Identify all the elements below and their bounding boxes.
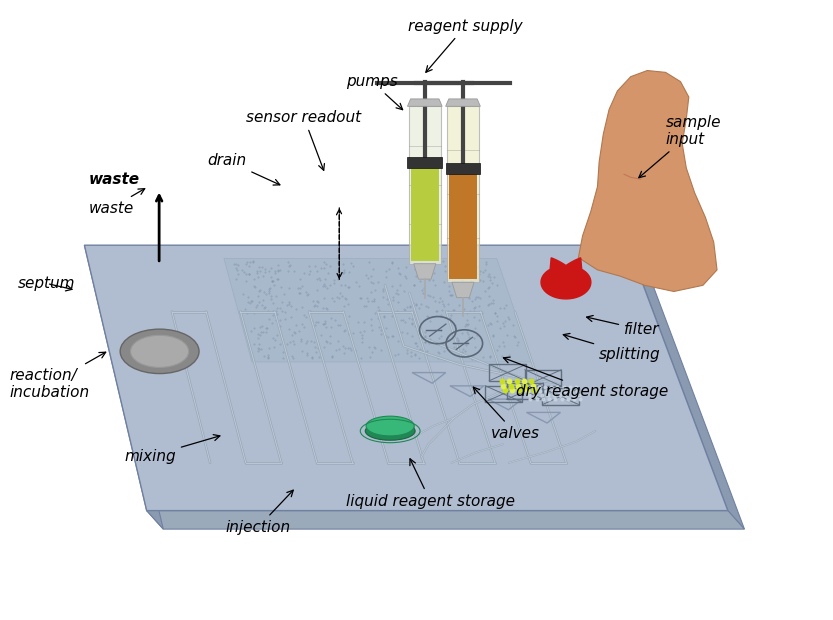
Polygon shape — [449, 174, 477, 279]
Ellipse shape — [366, 416, 414, 436]
Polygon shape — [452, 282, 474, 298]
Text: drain: drain — [207, 153, 280, 185]
Polygon shape — [224, 259, 532, 362]
Text: reaction/
incubation: reaction/ incubation — [10, 352, 106, 401]
Polygon shape — [446, 163, 481, 174]
Polygon shape — [541, 258, 591, 299]
Text: pumps: pumps — [346, 74, 402, 110]
Polygon shape — [446, 99, 481, 106]
Text: filter: filter — [586, 316, 660, 337]
Polygon shape — [84, 245, 728, 511]
Text: valves: valves — [473, 387, 541, 441]
Text: sensor readout: sensor readout — [247, 110, 362, 170]
Text: splitting: splitting — [563, 334, 661, 362]
Polygon shape — [84, 245, 163, 529]
Text: injection: injection — [226, 490, 293, 535]
Polygon shape — [147, 511, 745, 529]
Polygon shape — [411, 168, 439, 260]
Polygon shape — [414, 264, 436, 279]
Text: reagent supply: reagent supply — [408, 19, 523, 73]
Text: dry reagent storage: dry reagent storage — [503, 357, 668, 399]
Text: mixing: mixing — [124, 435, 220, 464]
Text: liquid reagent storage: liquid reagent storage — [346, 459, 515, 509]
Polygon shape — [407, 99, 442, 106]
Ellipse shape — [120, 329, 199, 374]
Polygon shape — [407, 157, 442, 168]
Polygon shape — [447, 106, 479, 282]
Polygon shape — [578, 71, 717, 291]
Text: septum: septum — [18, 276, 76, 291]
Ellipse shape — [365, 422, 415, 440]
Polygon shape — [409, 106, 441, 264]
Text: waste: waste — [88, 172, 140, 187]
Text: waste: waste — [88, 188, 145, 216]
Polygon shape — [628, 245, 745, 529]
Ellipse shape — [131, 335, 188, 368]
Text: sample
input: sample input — [639, 115, 721, 178]
